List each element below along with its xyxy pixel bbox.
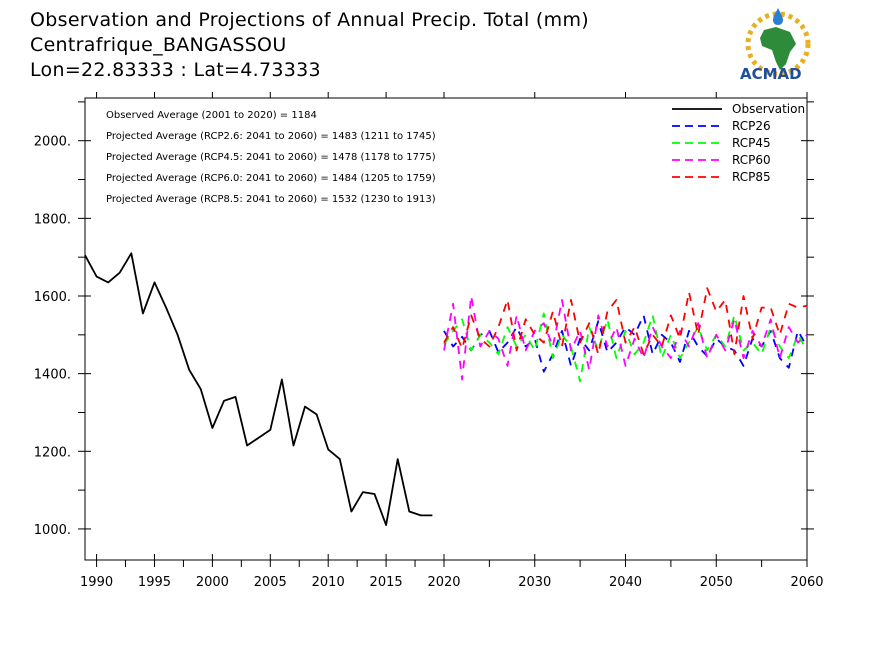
series-line-rcp45	[443, 312, 808, 383]
x-tick-label: 2040	[609, 575, 642, 590]
series-line-rcp60	[443, 295, 808, 381]
y-tick-labels: 1000. 1200. 1400. 1600. 1800. 2000.	[34, 135, 71, 538]
y-tick-label: 1600.	[34, 290, 71, 305]
y-tick-label: 1400.	[34, 368, 71, 383]
annotation-rcp26-average: Projected Average (RCP2.6: 2041 to 2060)…	[106, 131, 436, 142]
y-tick-label: 1800.	[34, 212, 71, 227]
legend-label-rcp26: RCP26	[732, 119, 771, 133]
axis-ticks	[78, 92, 814, 567]
x-tick-label: 2050	[700, 575, 733, 590]
x-tick-labels: 1990 1995 2000 2005 2010 2015 2020 2030 2040 2050…	[80, 575, 824, 590]
chart-title: Observation and Projections of Annual Pr…	[30, 9, 589, 31]
y-tick-label: 1000.	[34, 523, 71, 538]
series-line-rcp85	[443, 287, 808, 356]
legend-label-rcp85: RCP85	[732, 170, 771, 184]
annotation-observed-average: Observed Average (2001 to 2020) = 1184	[106, 110, 317, 121]
y-tick-label: 1200.	[34, 445, 71, 460]
legend-label-rcp60: RCP60	[732, 153, 771, 167]
x-tick-label: 2010	[312, 575, 345, 590]
annotation-rcp45-average: Projected Average (RCP4.5: 2041 to 2060)…	[106, 152, 436, 163]
annotation-rcp85-average: Projected Average (RCP8.5: 2041 to 2060)…	[106, 194, 436, 205]
acmad-logo: ACMAD	[740, 8, 811, 83]
x-tick-label: 2060	[790, 575, 823, 590]
x-tick-label: 2015	[370, 575, 403, 590]
legend-label-rcp45: RCP45	[732, 136, 771, 150]
plot-frame	[84, 97, 808, 561]
x-tick-label: 2005	[254, 575, 287, 590]
legend: Observation RCP26 RCP45 RCP60 RCP85	[672, 102, 805, 184]
title-block: Observation and Projections of Annual Pr…	[30, 9, 589, 81]
station-name: Centrafrique_BANGASSOU	[30, 34, 287, 56]
series-layer	[84, 252, 808, 526]
series-line-observation	[84, 252, 433, 526]
station-coords: Lon=22.83333 : Lat=4.73333	[30, 59, 321, 81]
series-line-rcp26	[443, 314, 808, 373]
annotation-rcp60-average: Projected Average (RCP6.0: 2041 to 2060)…	[106, 173, 436, 184]
x-tick-label: 2030	[518, 575, 551, 590]
y-tick-label: 2000.	[34, 135, 71, 150]
x-tick-label: 2020	[427, 575, 460, 590]
logo-text: ACMAD	[740, 65, 802, 83]
annotations: Observed Average (2001 to 2020) = 1184 P…	[106, 110, 436, 205]
x-tick-label: 2000	[196, 575, 229, 590]
africa-map-sun-raindrop-icon	[745, 8, 811, 77]
x-tick-label: 1990	[80, 575, 113, 590]
legend-label-observation: Observation	[732, 102, 805, 116]
x-tick-label: 1995	[138, 575, 171, 590]
